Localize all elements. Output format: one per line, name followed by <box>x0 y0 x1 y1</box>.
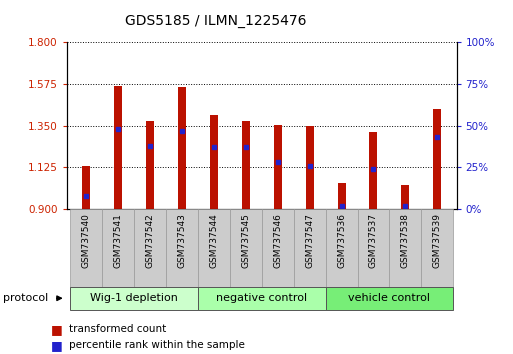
Bar <box>114 86 122 209</box>
Bar <box>134 209 166 287</box>
Text: GSM737546: GSM737546 <box>273 213 282 268</box>
Bar <box>306 126 313 209</box>
Bar <box>242 121 250 209</box>
Text: GSM737537: GSM737537 <box>369 213 378 268</box>
Bar <box>262 209 293 287</box>
Text: GSM737539: GSM737539 <box>433 213 442 268</box>
Text: ■: ■ <box>51 323 63 336</box>
Bar <box>402 185 409 209</box>
Text: percentile rank within the sample: percentile rank within the sample <box>69 340 245 350</box>
Bar <box>198 287 326 310</box>
Text: GSM737542: GSM737542 <box>145 213 154 268</box>
Bar <box>358 209 389 287</box>
Bar <box>210 115 218 209</box>
Text: GSM737540: GSM737540 <box>82 213 90 268</box>
Text: transformed count: transformed count <box>69 324 167 334</box>
Text: GDS5185 / ILMN_1225476: GDS5185 / ILMN_1225476 <box>125 14 306 28</box>
Bar <box>389 209 421 287</box>
Bar <box>198 209 230 287</box>
Bar <box>433 109 441 209</box>
Text: GSM737541: GSM737541 <box>113 213 122 268</box>
Text: GSM737545: GSM737545 <box>241 213 250 268</box>
Text: Wig-1 depletion: Wig-1 depletion <box>90 293 177 303</box>
Text: ■: ■ <box>51 339 63 352</box>
Bar <box>70 209 102 287</box>
Bar <box>177 87 186 209</box>
Text: negative control: negative control <box>216 293 307 303</box>
Bar <box>166 209 198 287</box>
Bar <box>230 209 262 287</box>
Bar <box>102 209 134 287</box>
Text: GSM737544: GSM737544 <box>209 213 218 268</box>
Bar <box>326 209 358 287</box>
Text: GSM737547: GSM737547 <box>305 213 314 268</box>
Bar <box>326 287 453 310</box>
Bar <box>273 125 282 209</box>
Bar <box>369 132 378 209</box>
Bar <box>421 209 453 287</box>
Text: GSM737536: GSM737536 <box>337 213 346 268</box>
Text: vehicle control: vehicle control <box>348 293 430 303</box>
Bar <box>293 209 326 287</box>
Bar <box>70 287 198 310</box>
Text: protocol: protocol <box>3 293 48 303</box>
Text: GSM737543: GSM737543 <box>177 213 186 268</box>
Bar <box>82 166 90 209</box>
Bar <box>146 121 154 209</box>
Bar <box>338 183 346 209</box>
Text: GSM737538: GSM737538 <box>401 213 410 268</box>
